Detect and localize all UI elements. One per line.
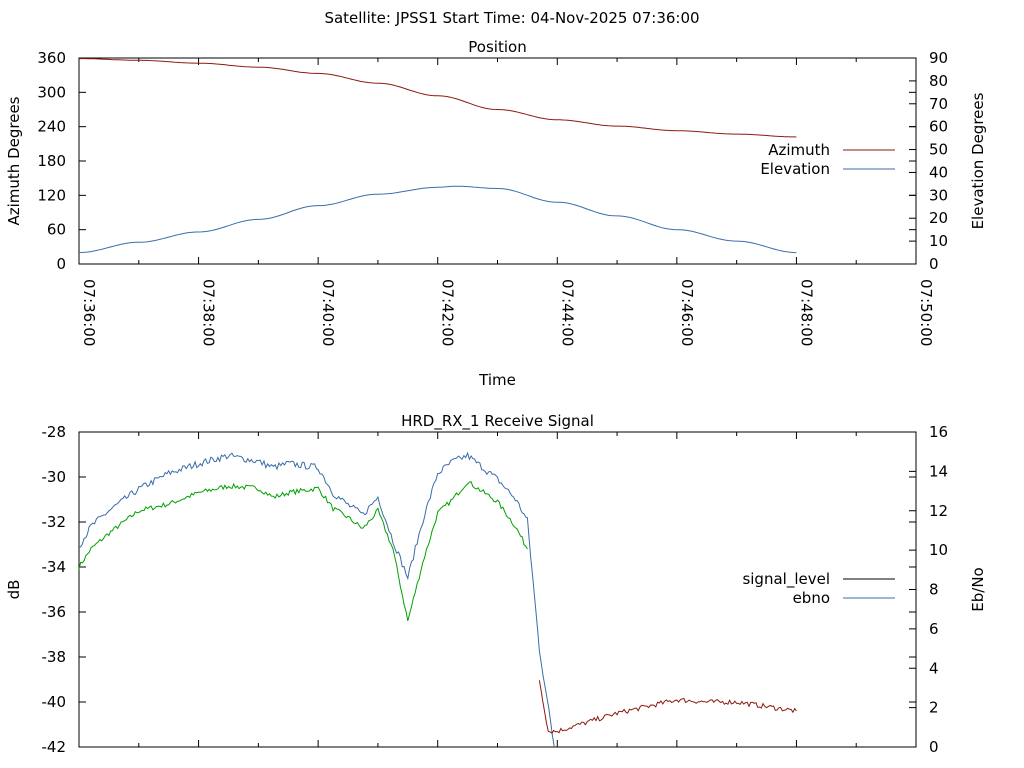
x-axis-label: Time <box>478 371 516 389</box>
y2-tick-label: 80 <box>929 72 948 90</box>
y2-tick-label: 10 <box>929 232 948 250</box>
y2-tick-label: 8 <box>929 581 939 599</box>
series-line <box>79 58 797 138</box>
x-tick-label: 07:36:00 <box>80 279 98 346</box>
y2-tick-label: 10 <box>929 541 948 559</box>
y-tick-label: 120 <box>37 186 66 204</box>
y-tick-label: 0 <box>56 255 66 273</box>
x-tick-label: 07:48:00 <box>797 279 815 346</box>
y-tick-label: -28 <box>42 423 67 441</box>
y-tick-label: -40 <box>42 693 67 711</box>
y2-tick-label: 20 <box>929 209 948 227</box>
y2-tick-label: 2 <box>929 699 939 717</box>
series-line <box>78 451 555 748</box>
legend-label: Azimuth <box>768 141 830 159</box>
y2-tick-label: 40 <box>929 163 948 181</box>
legend-label: ebno <box>793 589 830 607</box>
y-tick-label: 300 <box>37 83 66 101</box>
y2-tick-label: 16 <box>929 423 948 441</box>
y2-tick-label: 60 <box>929 118 948 136</box>
y-tick-label: -42 <box>42 738 67 756</box>
plot-frame <box>78 431 917 748</box>
legend-label: Elevation <box>760 160 830 178</box>
y-tick-label: 360 <box>37 49 66 67</box>
y2-tick-label: 0 <box>929 255 939 273</box>
y2-tick-label: 90 <box>929 49 948 67</box>
chart-title: HRD_RX_1 Receive Signal <box>401 412 594 431</box>
chart-title: Position <box>468 38 526 56</box>
y-axis-label: dB <box>5 580 23 600</box>
x-tick-label: 07:42:00 <box>439 279 457 346</box>
y-tick-label: -34 <box>42 558 67 576</box>
y-axis-label: Azimuth Degrees <box>5 96 23 225</box>
series-line <box>78 185 797 254</box>
y2-axis-label: Elevation Degrees <box>969 92 987 229</box>
y2-tick-label: 12 <box>929 502 948 520</box>
y-tick-label: 180 <box>37 152 66 170</box>
x-tick-label: 07:44:00 <box>558 279 576 346</box>
receive-signal-chart: HRD_RX_1 Receive Signal -42 -40 -38 -36 -34 -3… <box>5 412 987 756</box>
y-tick-label: -30 <box>42 468 67 486</box>
y-tick-label: 240 <box>37 118 66 136</box>
figure-title: Satellite: JPSS1 Start Time: 04-Nov-2025… <box>324 9 699 27</box>
y2-tick-label: 30 <box>929 186 948 204</box>
y2-tick-label: 14 <box>929 462 948 480</box>
y-tick-label: -38 <box>42 648 67 666</box>
y2-axis-label: Eb/No <box>969 567 987 611</box>
y2-tick-label: 0 <box>929 738 939 756</box>
series-line <box>78 481 528 622</box>
x-tick-label: 07:38:00 <box>200 279 218 346</box>
y2-tick-label: 4 <box>929 659 939 677</box>
y2-tick-label: 6 <box>929 620 939 638</box>
legend-label: signal_level <box>742 570 830 589</box>
position-chart: Position 0 60 120 180 240 300 360 0 10 20 30 40 50 60 7… <box>5 38 987 389</box>
y2-tick-label: 70 <box>929 95 948 113</box>
x-tick-label: 07:46:00 <box>678 279 696 346</box>
y-tick-label: -32 <box>42 513 67 531</box>
y2-tick-label: 50 <box>929 141 948 159</box>
y-tick-label: 60 <box>47 221 66 239</box>
series-line <box>538 680 797 735</box>
x-tick-label: 07:40:00 <box>319 279 337 346</box>
x-tick-label: 07:50:00 <box>917 279 935 346</box>
y-tick-label: -36 <box>42 603 67 621</box>
